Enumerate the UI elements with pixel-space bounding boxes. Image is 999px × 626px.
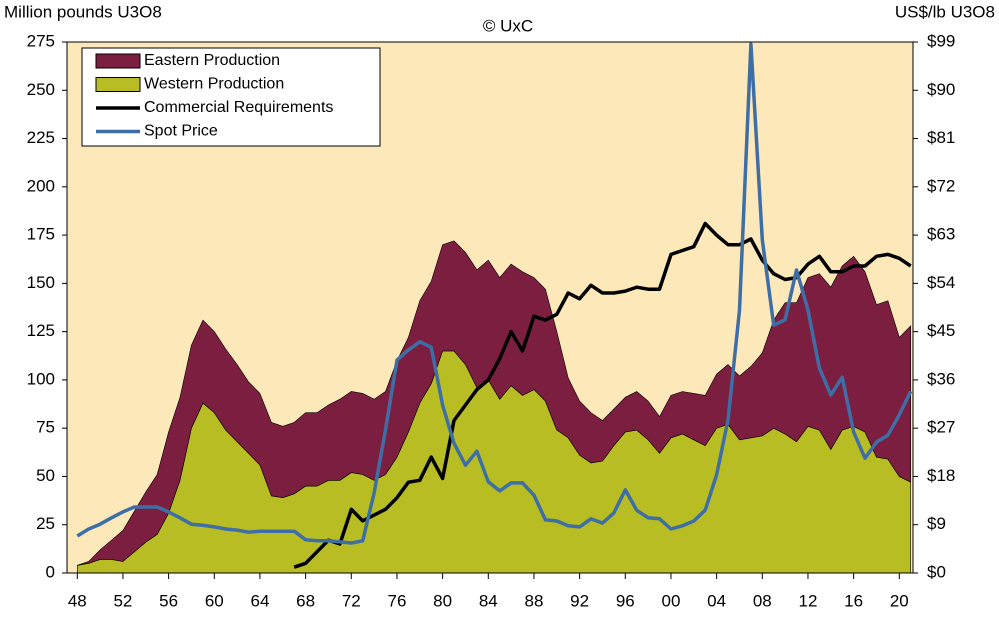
y-tick-label: 75: [36, 418, 55, 437]
legend: Eastern Production Western Production Comm…: [81, 47, 381, 147]
y2-axis-title: US$/lb U3O8: [895, 2, 995, 21]
y-tick-label: 0: [46, 562, 55, 581]
y2-tick-label: $99: [927, 31, 955, 50]
x-tick-label: 56: [159, 591, 178, 610]
y-tick-label: 175: [27, 225, 55, 244]
y-tick-label: 150: [27, 273, 55, 292]
x-tick-label: 60: [205, 591, 224, 610]
y2-tick-label: $0: [927, 562, 946, 581]
y2-tick-label: $54: [927, 273, 955, 292]
x-tick-label: 72: [342, 591, 361, 610]
x-tick-label: 00: [661, 591, 680, 610]
y-tick-label: 225: [27, 128, 55, 147]
x-tick-label: 92: [570, 591, 589, 610]
line: [293, 221, 912, 569]
y2-tick-label: $18: [927, 466, 955, 485]
x-tick-label: 16: [844, 591, 863, 610]
y-tick-label: 200: [27, 176, 55, 195]
x-tick-label: 64: [250, 591, 269, 610]
legend-label: Spot Price: [144, 123, 218, 140]
x-tick-label: 04: [707, 591, 726, 610]
y2-tick-label: $36: [927, 369, 955, 388]
y2-tick-label: $9: [927, 514, 946, 533]
y-tick-label: 25: [36, 514, 55, 533]
x-tick-label: 96: [616, 591, 635, 610]
x-tick-label: 48: [68, 591, 87, 610]
legend-label: Western Production: [144, 76, 284, 93]
y-tick-label: 50: [36, 466, 55, 485]
y2-tick-label: $27: [927, 418, 955, 437]
x-tick-label: 80: [433, 591, 452, 610]
legend-label: Commercial Requirements: [144, 99, 333, 116]
chart-title: © UxC: [483, 16, 533, 35]
y-tick-label: 250: [27, 80, 55, 99]
y2-tick-label: $45: [927, 321, 955, 340]
legend-label: Eastern Production: [144, 52, 280, 69]
x-tick-label: 84: [479, 591, 498, 610]
y-tick-label: 125: [27, 321, 55, 340]
x-tick-label: 12: [799, 591, 818, 610]
legend-swatch: [95, 77, 141, 92]
y-tick-label: 275: [27, 31, 55, 50]
x-tick-label: 88: [524, 591, 543, 610]
x-tick-label: 20: [890, 591, 909, 610]
y2-tick-label: $72: [927, 176, 955, 195]
y-axis-title: Million pounds U3O8: [4, 2, 162, 21]
y2-tick-label: $90: [927, 80, 955, 99]
y2-tick-label: $81: [927, 128, 955, 147]
x-tick-label: 08: [753, 591, 772, 610]
y2-tick-label: $63: [927, 225, 955, 244]
legend-swatch: [95, 53, 141, 69]
x-tick-label: 68: [296, 591, 315, 610]
area: [77, 240, 911, 566]
line: [76, 42, 913, 545]
x-tick-label: 52: [113, 591, 132, 610]
y-tick-label: 100: [27, 369, 55, 388]
x-tick-label: 76: [387, 591, 406, 610]
